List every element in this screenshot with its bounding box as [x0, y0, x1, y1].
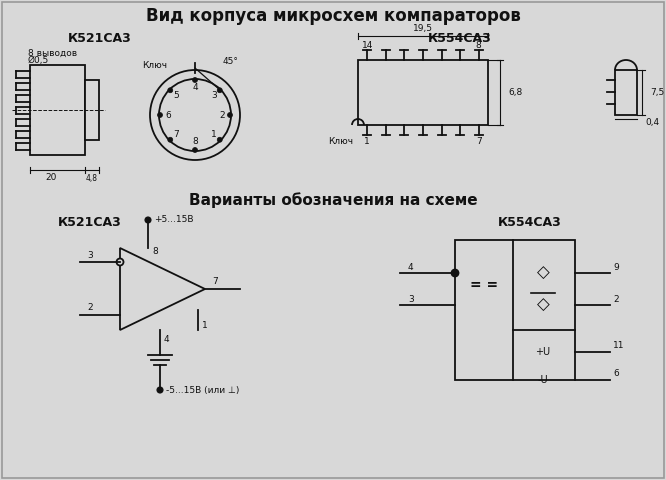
- Text: Варианты обозначения на схеме: Варианты обозначения на схеме: [188, 192, 478, 208]
- Circle shape: [117, 259, 123, 265]
- Circle shape: [192, 147, 198, 153]
- Text: 45°: 45°: [223, 58, 239, 67]
- Text: ◇: ◇: [537, 264, 549, 282]
- Text: 1: 1: [364, 137, 370, 146]
- Text: 20: 20: [46, 173, 57, 182]
- Text: 14: 14: [362, 40, 373, 49]
- Text: Ключ: Ключ: [142, 60, 167, 70]
- Polygon shape: [120, 248, 205, 330]
- Text: 5: 5: [173, 91, 178, 100]
- Text: ◇: ◇: [537, 296, 549, 314]
- Bar: [455, 240, 575, 380]
- Text: 11: 11: [613, 341, 625, 350]
- Bar: [85, 80, 99, 140]
- Circle shape: [157, 112, 163, 118]
- Text: 4: 4: [192, 84, 198, 93]
- Text: 6: 6: [165, 110, 171, 120]
- Text: 0,4: 0,4: [645, 119, 659, 128]
- Circle shape: [159, 79, 231, 151]
- Bar: [30, 65, 85, 155]
- Text: 8: 8: [152, 248, 158, 256]
- Circle shape: [150, 70, 240, 160]
- Text: 2: 2: [613, 295, 619, 303]
- Bar: [358, 60, 488, 125]
- Text: 6: 6: [613, 370, 619, 379]
- Text: = =: = =: [470, 278, 498, 292]
- Text: 4,8: 4,8: [86, 173, 98, 182]
- Circle shape: [452, 269, 458, 276]
- Text: Ø0,5: Ø0,5: [28, 57, 49, 65]
- Text: 8 выводов: 8 выводов: [28, 48, 77, 58]
- Text: К521СА3: К521СА3: [58, 216, 122, 228]
- Text: 8: 8: [192, 137, 198, 146]
- Text: -5...15В (или ⊥): -5...15В (или ⊥): [166, 385, 239, 395]
- Text: Ключ: Ключ: [328, 137, 353, 146]
- Text: 9: 9: [613, 263, 619, 272]
- Text: Вид корпуса микросхем компараторов: Вид корпуса микросхем компараторов: [146, 7, 520, 25]
- Text: 1: 1: [202, 321, 208, 329]
- Text: 3: 3: [87, 251, 93, 260]
- Text: К554СА3: К554СА3: [428, 32, 492, 45]
- Text: 7,5: 7,5: [650, 88, 664, 97]
- Text: К521СА3: К521СА3: [68, 32, 132, 45]
- Text: К554СА3: К554СА3: [498, 216, 562, 228]
- Circle shape: [192, 77, 198, 83]
- Text: +5...15В: +5...15В: [154, 216, 194, 225]
- Text: 1: 1: [211, 130, 217, 139]
- Text: 7: 7: [173, 130, 178, 139]
- Circle shape: [157, 387, 163, 393]
- Circle shape: [228, 112, 232, 118]
- Text: 6,8: 6,8: [508, 88, 522, 97]
- Circle shape: [168, 137, 172, 142]
- Text: 7: 7: [476, 137, 482, 146]
- Text: 3: 3: [211, 91, 217, 100]
- Text: +U: +U: [535, 347, 551, 357]
- Text: 7: 7: [212, 277, 218, 287]
- Text: 2: 2: [87, 303, 93, 312]
- Circle shape: [217, 88, 222, 93]
- Text: 3: 3: [408, 295, 414, 303]
- Text: 19,5: 19,5: [413, 24, 433, 34]
- Text: -U: -U: [537, 375, 548, 385]
- Circle shape: [217, 137, 222, 142]
- Text: 4: 4: [408, 263, 414, 272]
- Circle shape: [145, 217, 151, 223]
- Circle shape: [168, 88, 172, 93]
- Text: 8: 8: [476, 40, 482, 49]
- Text: 4: 4: [164, 336, 170, 345]
- Bar: [615, 70, 637, 115]
- Text: 2: 2: [219, 110, 225, 120]
